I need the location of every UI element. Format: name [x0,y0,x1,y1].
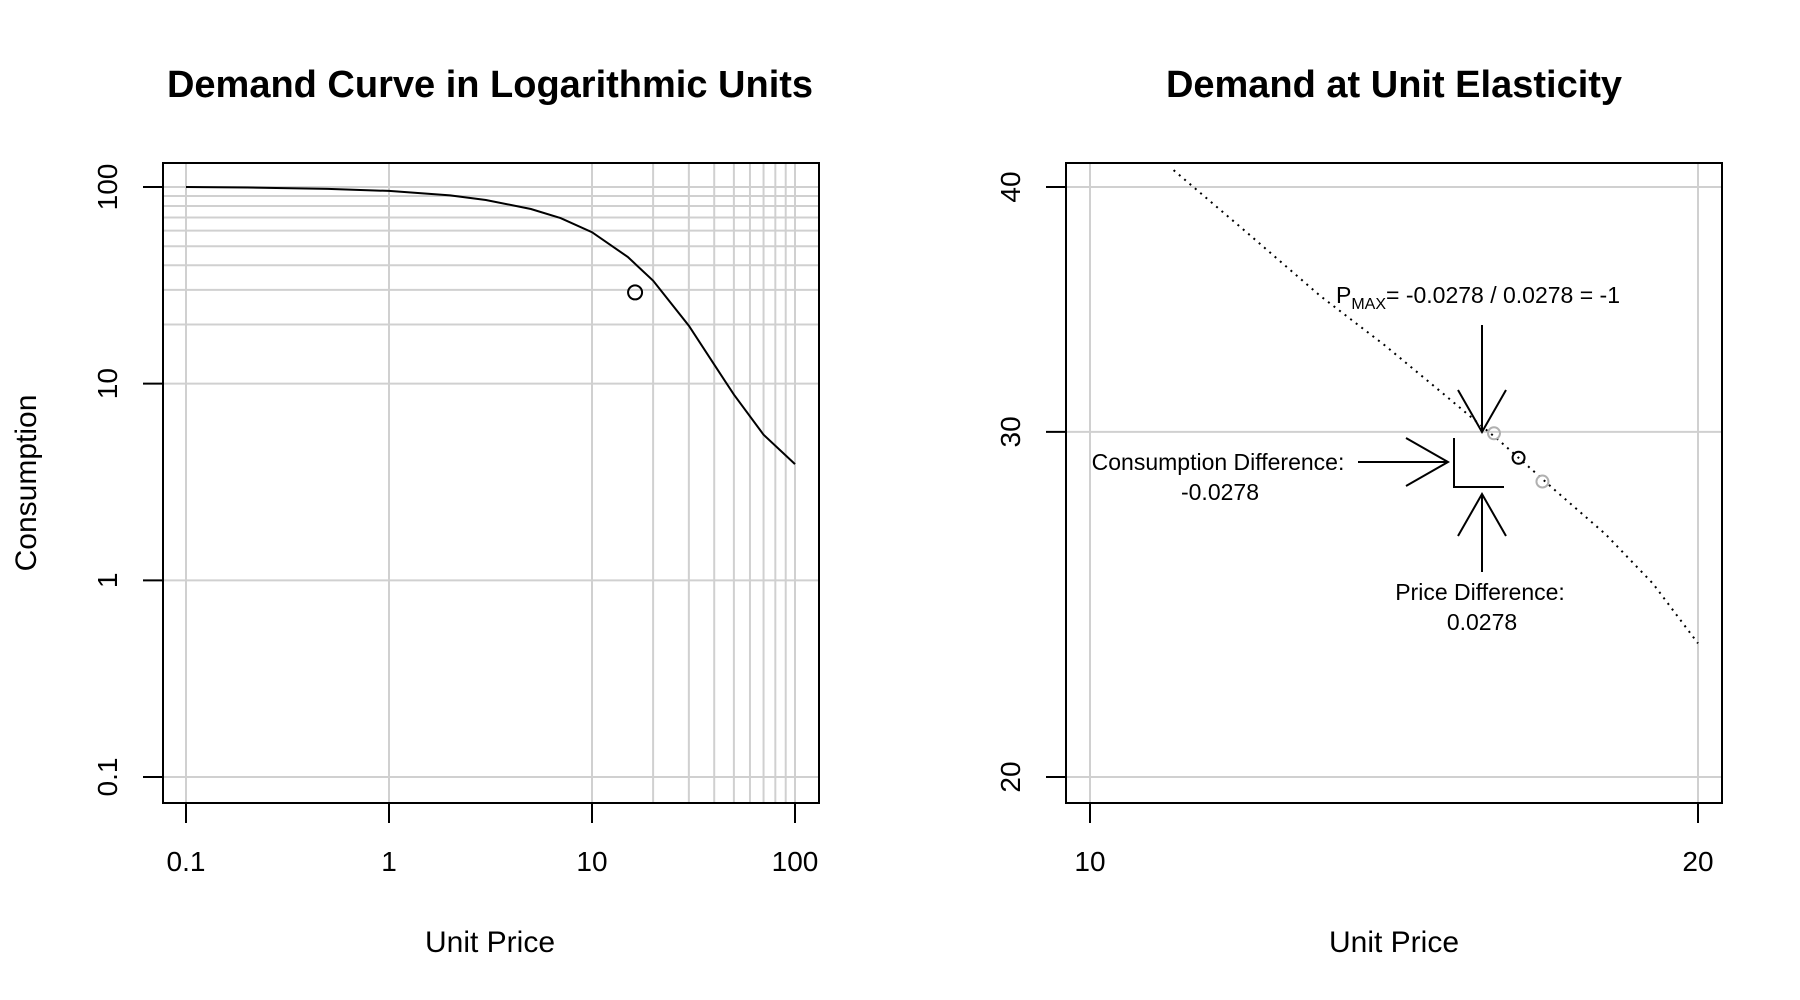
elasticity-bracket [1453,438,1504,488]
right-x-tick-label: 20 [1682,846,1713,877]
right-chart-title: Demand at Unit Elasticity [1166,64,1622,106]
left-ticks: 0.1 1 10 100 0.1 1 10 100 [92,164,818,877]
consumption-difference-arrow [1358,437,1451,487]
right-demand-curve [1172,169,1699,644]
left-y-tick-label: 1 [92,573,123,589]
left-y-axis-label: Consumption [10,395,43,572]
right-x-tick-label: 10 [1074,846,1105,877]
right-grid [1066,163,1722,803]
left-x-tick-label: 100 [772,846,819,877]
left-chart-title: Demand Curve in Logarithmic Units [167,64,813,106]
left-x-axis-label: Unit Price [425,926,555,959]
pmax-annotation: PMAX= -0.0278 / 0.0278 = -1 [1336,282,1620,435]
left-y-tick-label: 10 [92,368,123,399]
right-ticks: 10 20 20 30 40 [995,171,1714,877]
right-neighbor-point-upper [1487,426,1502,441]
price-difference-annotation: Price Difference: 0.0278 [1395,491,1565,635]
right-plot-box [1065,162,1723,804]
left-y-tick-label: 0.1 [92,758,123,797]
price-difference-label: Price Difference: [1395,579,1565,605]
consumption-difference-label: Consumption Difference: [1092,449,1345,475]
price-difference-arrow [1457,491,1507,572]
pmax-label: PMAX= -0.0278 / 0.0278 = -1 [1336,282,1620,313]
left-grid [163,163,819,803]
right-x-axis-label: Unit Price [1329,926,1459,959]
left-x-tick-label: 10 [576,846,607,877]
left-x-tick-label: 0.1 [167,846,206,877]
right-pmax-marker [1511,450,1526,465]
right-y-tick-label: 40 [995,171,1026,202]
left-y-tick-label: 100 [92,164,123,211]
chart-unit-elasticity: Demand at Unit Elasticity 10 20 20 30 40 PMA… [995,64,1723,959]
left-plot-box [162,162,820,804]
pmax-arrow [1457,325,1507,435]
consumption-difference-value: -0.0278 [1181,479,1259,505]
right-y-tick-label: 30 [995,416,1026,447]
chart-log-demand: Demand Curve in Logarithmic Units 0.1 1 10… [10,64,820,959]
consumption-difference-annotation: Consumption Difference: -0.0278 [1092,437,1451,505]
left-x-tick-label: 1 [381,846,397,877]
left-demand-curve [185,186,796,465]
price-difference-value: 0.0278 [1447,609,1517,635]
right-neighbor-point-lower [1535,474,1550,489]
left-pmax-marker [627,284,644,301]
right-y-tick-label: 20 [995,761,1026,792]
